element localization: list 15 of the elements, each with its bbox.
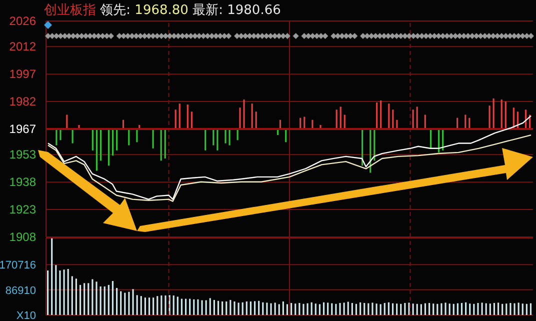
- chart-title: 创业板指 领先: 1968.80 最新: 1980.66: [44, 3, 281, 18]
- y-tick-label: 170716: [0, 260, 36, 272]
- y-tick-label: X10: [16, 310, 36, 321]
- y-tick-label: 1982: [9, 94, 36, 109]
- line-series: [47, 134, 532, 202]
- y-tick-label: 1997: [9, 67, 36, 82]
- line-series: [47, 115, 532, 200]
- y-tick-label: 2012: [9, 40, 36, 54]
- y-tick-label: 1967: [9, 122, 36, 136]
- y-tick-label: 1938: [9, 175, 36, 190]
- y-tick-label: 1908: [9, 230, 36, 244]
- y-tick-label: 2026: [9, 14, 36, 28]
- y-tick-label: 86910: [5, 284, 36, 297]
- y-tick-label: 1953: [9, 148, 36, 162]
- y-tick-label: 1923: [9, 202, 36, 217]
